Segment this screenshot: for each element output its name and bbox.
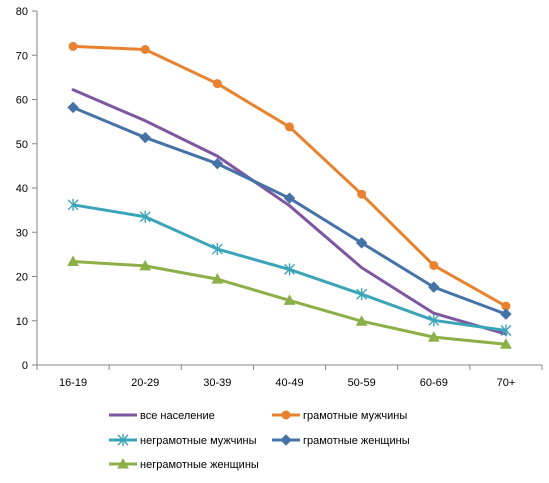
- y-tick-label: 20: [16, 272, 28, 284]
- legend-item: все население: [109, 410, 215, 422]
- data-point: [355, 315, 368, 326]
- data-point: [283, 294, 296, 305]
- data-point: [211, 273, 224, 284]
- legend-marker: [117, 457, 129, 469]
- x-tick-label: 50-59: [348, 377, 376, 389]
- data-point: [67, 255, 79, 266]
- data-point: [429, 260, 439, 270]
- data-point: [140, 44, 150, 54]
- legend-label: неграмотные женщины: [140, 459, 259, 471]
- y-tick-label: 0: [22, 360, 28, 372]
- y-tick-label: 10: [16, 316, 28, 328]
- legend-item: неграмотные мужчины: [109, 434, 257, 447]
- data-point: [357, 189, 367, 199]
- data-point: [67, 198, 79, 211]
- legend-item: грамотные мужчины: [272, 410, 407, 422]
- y-tick-label: 30: [16, 227, 28, 239]
- data-point: [355, 237, 368, 249]
- data-point: [67, 101, 79, 114]
- data-point: [428, 314, 440, 327]
- series-line: [71, 88, 508, 336]
- series-3: [67, 101, 512, 320]
- y-tick-label: 70: [16, 50, 28, 62]
- series-line: [71, 105, 508, 316]
- legend-label: все население: [140, 410, 215, 422]
- y-tick-label: 80: [16, 6, 28, 18]
- legend: все население грамотные мужчины неграмотны…: [109, 410, 410, 471]
- legend-item: неграмотные женщины: [109, 457, 259, 471]
- data-point: [139, 259, 152, 271]
- legend-label: грамотные мужчины: [303, 410, 407, 422]
- data-point: [283, 192, 296, 204]
- y-tick-label: 60: [16, 95, 28, 107]
- legend-marker: [280, 434, 292, 446]
- data-point: [68, 41, 78, 51]
- data-point: [500, 338, 512, 349]
- x-tick-label: 60-69: [420, 377, 448, 389]
- axes: 0 10 20 30 40 50 60 70 80 16-19 20-29 30-39 40-49 50-…: [16, 6, 543, 389]
- x-tick-label: 30-39: [203, 377, 231, 389]
- series-lines: [67, 41, 512, 349]
- data-point: [356, 288, 368, 301]
- y-tick-label: 40: [16, 183, 28, 195]
- data-point: [211, 157, 224, 170]
- legend-label: грамотные женщины: [303, 435, 410, 447]
- data-point: [211, 243, 223, 256]
- series-1: [68, 41, 511, 311]
- legend-marker: [281, 410, 291, 420]
- y-tick-label: 50: [16, 139, 28, 151]
- x-tick-label: 40-49: [275, 377, 303, 389]
- series-0: [71, 88, 508, 336]
- data-point: [500, 308, 512, 320]
- legend-item: грамотные женщины: [272, 434, 410, 447]
- data-point: [427, 331, 440, 342]
- data-point: [428, 281, 440, 293]
- data-point: [284, 263, 295, 276]
- x-tick-label: 20-29: [131, 377, 159, 389]
- x-tick-label: 70+: [497, 377, 516, 389]
- series-4: [67, 255, 512, 349]
- data-point: [285, 122, 294, 132]
- series-2: [67, 198, 512, 337]
- legend-label: неграмотные мужчины: [140, 435, 257, 447]
- legend-marker: [117, 434, 129, 446]
- data-point: [139, 210, 151, 223]
- data-point: [500, 324, 512, 337]
- x-tick-label: 16-19: [59, 377, 87, 389]
- data-point: [212, 79, 222, 89]
- data-point: [139, 131, 151, 144]
